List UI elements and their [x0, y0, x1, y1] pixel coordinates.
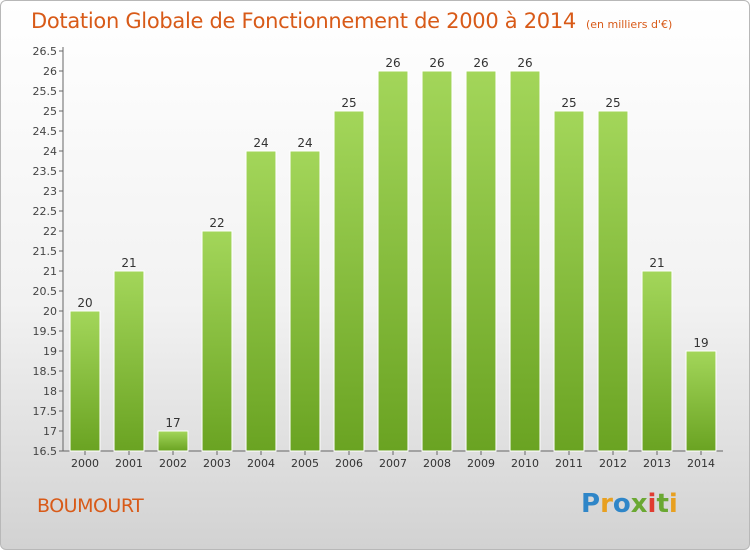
x-tick-label: 2012: [599, 457, 627, 470]
bar: [289, 150, 321, 452]
x-tick-label: 2004: [247, 457, 275, 470]
bar-value-label: 17: [165, 416, 180, 430]
y-tick-label: 21.5: [33, 245, 58, 258]
bar-value-label: 26: [473, 56, 488, 70]
y-tick-label: 17.5: [33, 405, 58, 418]
x-tick-label: 2003: [203, 457, 231, 470]
bar: [333, 110, 365, 452]
y-tick-label: 17: [43, 425, 57, 438]
y-tick-label: 18.5: [33, 365, 58, 378]
bar: [245, 150, 277, 452]
bar-value-label: 25: [341, 96, 356, 110]
y-tick-label: 24: [43, 145, 57, 158]
bar: [201, 230, 233, 452]
x-tick-label: 2006: [335, 457, 363, 470]
y-tick-label: 21: [43, 265, 57, 278]
bar: [465, 70, 497, 452]
x-tick-label: 2013: [643, 457, 671, 470]
y-tick-label: 24.5: [33, 125, 58, 138]
y-tick-label: 25.5: [33, 85, 58, 98]
y-tick-label: 20: [43, 305, 57, 318]
bar: [377, 70, 409, 452]
x-tick-label: 2010: [511, 457, 539, 470]
bar-value-label: 24: [253, 136, 268, 150]
bar-value-label: 26: [385, 56, 400, 70]
bar: [597, 110, 629, 452]
bar: [685, 350, 717, 452]
bar: [113, 270, 145, 452]
y-tick-label: 16.5: [33, 445, 58, 458]
y-tick-label: 20.5: [33, 285, 58, 298]
logo-letter: t: [656, 489, 669, 519]
y-tick-label: 22.5: [33, 205, 58, 218]
bar-value-label: 26: [517, 56, 532, 70]
logo-letter: r: [600, 489, 613, 519]
bar: [157, 430, 189, 452]
y-tick-label: 22: [43, 225, 57, 238]
x-tick-label: 2005: [291, 457, 319, 470]
y-tick-label: 23.5: [33, 165, 58, 178]
x-tick-label: 2011: [555, 457, 583, 470]
logo-letter: i: [647, 489, 657, 519]
logo-letter: P: [581, 489, 601, 519]
chart-title-text: Dotation Globale de Fonctionnement de 20…: [31, 9, 576, 33]
y-tick-label: 26: [43, 65, 57, 78]
bar: [421, 70, 453, 452]
bar: [509, 70, 541, 452]
x-tick-label: 2001: [115, 457, 143, 470]
logo-letter: x: [630, 489, 648, 519]
logo-letter: o: [612, 489, 631, 519]
bar-value-label: 20: [77, 296, 92, 310]
y-tick-label: 19.5: [33, 325, 58, 338]
x-tick-label: 2008: [423, 457, 451, 470]
bar-value-label: 26: [429, 56, 444, 70]
chart-unit: (en milliers d'€): [585, 18, 673, 31]
x-tick-label: 2000: [71, 457, 99, 470]
commune-name: BOUMOURT: [37, 495, 144, 517]
bar: [553, 110, 585, 452]
logo-letter: i: [668, 489, 678, 519]
y-tick-label: 23: [43, 185, 57, 198]
bar: [69, 310, 101, 452]
x-tick-label: 2014: [687, 457, 715, 470]
bar-value-label: 24: [297, 136, 312, 150]
chart-title: Dotation Globale de Fonctionnement de 20…: [31, 9, 672, 33]
bar-value-label: 21: [121, 256, 136, 270]
y-tick-label: 25: [43, 105, 57, 118]
y-tick-label: 19: [43, 345, 57, 358]
y-tick-label: 26.5: [33, 45, 58, 58]
bar: [641, 270, 673, 452]
x-tick-label: 2002: [159, 457, 187, 470]
proxiti-logo: Proxiti: [581, 489, 678, 519]
bar-value-label: 25: [605, 96, 620, 110]
y-tick-label: 18: [43, 385, 57, 398]
bar-value-label: 19: [693, 336, 708, 350]
x-tick-label: 2009: [467, 457, 495, 470]
x-tick-label: 2007: [379, 457, 407, 470]
bar-value-label: 21: [649, 256, 664, 270]
bar-value-label: 25: [561, 96, 576, 110]
bar-value-label: 22: [209, 216, 224, 230]
